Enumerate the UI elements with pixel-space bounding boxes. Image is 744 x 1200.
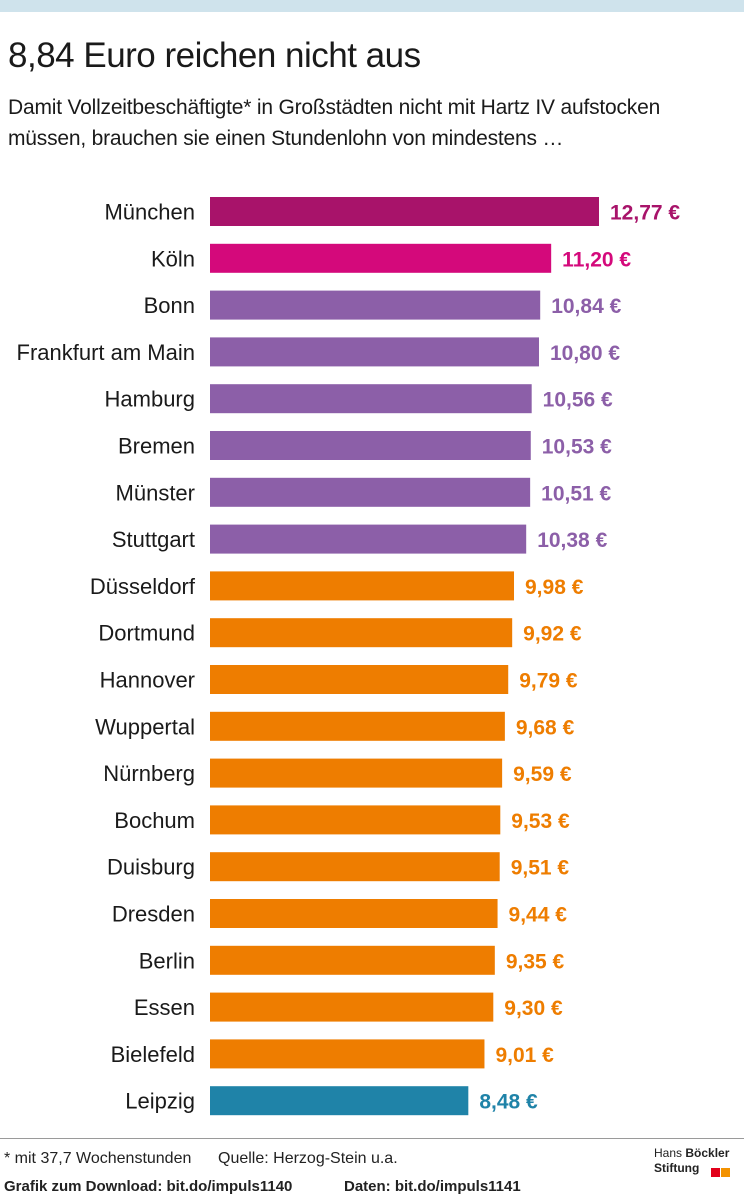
value-label-nuernberg: 9,59 € [513,763,572,786]
category-label-muenchen: München [104,200,195,225]
category-label-bielefeld: Bielefeld [111,1042,195,1067]
chart-title: 8,84 Euro reichen nicht aus [8,36,421,75]
value-label-muenchen: 12,77 € [610,202,680,225]
category-label-essen: Essen [134,995,195,1020]
category-label-hannover: Hannover [100,668,195,693]
bar-muenchen [210,197,599,226]
hans-boeckler-logo: Hans Böckler Stiftung [654,1146,744,1182]
category-label-dresden: Dresden [112,902,195,927]
category-label-bonn: Bonn [144,293,195,318]
bar-bochum [210,805,501,835]
value-label-stuttgart: 10,38 € [537,529,607,552]
value-label-leipzig: 8,48 € [479,1091,538,1114]
bar-berlin [210,945,495,975]
category-label-leipzig: Leipzig [125,1089,195,1114]
category-label-bremen: Bremen [118,434,195,459]
value-label-wuppertal: 9,68 € [516,716,575,739]
logo-squares-icon [710,1164,730,1182]
category-label-frankfurt-am-main: Frankfurt am Main [17,340,196,365]
bar-duisburg [210,852,500,882]
value-label-koeln: 11,20 € [562,248,631,271]
bar-dresden [210,899,498,928]
category-label-dortmund: Dortmund [98,621,195,646]
value-label-duesseldorf: 9,98 € [525,576,584,599]
category-label-muenster: Münster [116,480,195,505]
bar-koeln [210,243,552,273]
value-label-frankfurt-am-main: 10,80 € [550,342,620,365]
value-label-bonn: 10,84 € [551,295,621,318]
bar-leipzig [210,1086,469,1116]
value-label-hannover: 9,79 € [519,670,578,693]
bar-muenster [210,477,531,507]
value-label-hamburg: 10,56 € [543,389,613,412]
category-label-nuernberg: Nürnberg [103,761,195,786]
category-label-duisburg: Duisburg [107,855,195,880]
logo-text-stiftung: Stiftung [654,1161,700,1175]
download-link[interactable]: Grafik zum Download: bit.do/impuls1140 [4,1178,293,1195]
value-label-essen: 9,30 € [504,997,563,1020]
footer-divider [0,1138,744,1139]
bar-dortmund [210,618,513,648]
category-label-bochum: Bochum [114,808,195,833]
bar-bremen [210,431,531,460]
category-label-berlin: Berlin [139,948,195,973]
value-label-duisburg: 9,51 € [511,857,570,880]
bar-hannover [210,665,509,694]
value-label-dortmund: 9,92 € [523,623,582,646]
category-label-hamburg: Hamburg [105,387,195,412]
value-label-berlin: 9,35 € [506,950,565,973]
category-label-koeln: Köln [151,246,195,271]
bar-stuttgart [210,524,527,554]
category-label-duesseldorf: Düsseldorf [90,574,196,599]
logo-text-boeckler: Böckler [685,1146,730,1160]
value-label-bochum: 9,53 € [511,810,570,833]
bar-bonn [210,290,541,320]
bar-frankfurt-am-main [210,337,539,367]
category-label-stuttgart: Stuttgart [112,527,195,552]
bar-bielefeld [210,1039,485,1069]
top-band [0,0,744,12]
value-label-dresden: 9,44 € [509,904,568,927]
bar-duesseldorf [210,571,515,601]
chart-subtitle: Damit Vollzeitbeschäftigte* in Großstädt… [8,96,661,150]
category-label-wuppertal: Wuppertal [95,714,195,739]
source-note: Quelle: Herzog-Stein u.a. [218,1150,398,1167]
value-label-muenster: 10,51 € [541,482,611,505]
bar-nuernberg [210,758,503,788]
data-link[interactable]: Daten: bit.do/impuls1141 [344,1178,521,1195]
footnote: * mit 37,7 Wochenstunden [4,1150,192,1167]
logo-text-hans: Hans [654,1146,683,1160]
bar-essen [210,992,494,1022]
value-label-bremen: 10,53 € [542,436,612,459]
bar-hamburg [210,384,532,414]
value-label-bielefeld: 9,01 € [495,1044,554,1067]
bar-wuppertal [210,711,505,741]
